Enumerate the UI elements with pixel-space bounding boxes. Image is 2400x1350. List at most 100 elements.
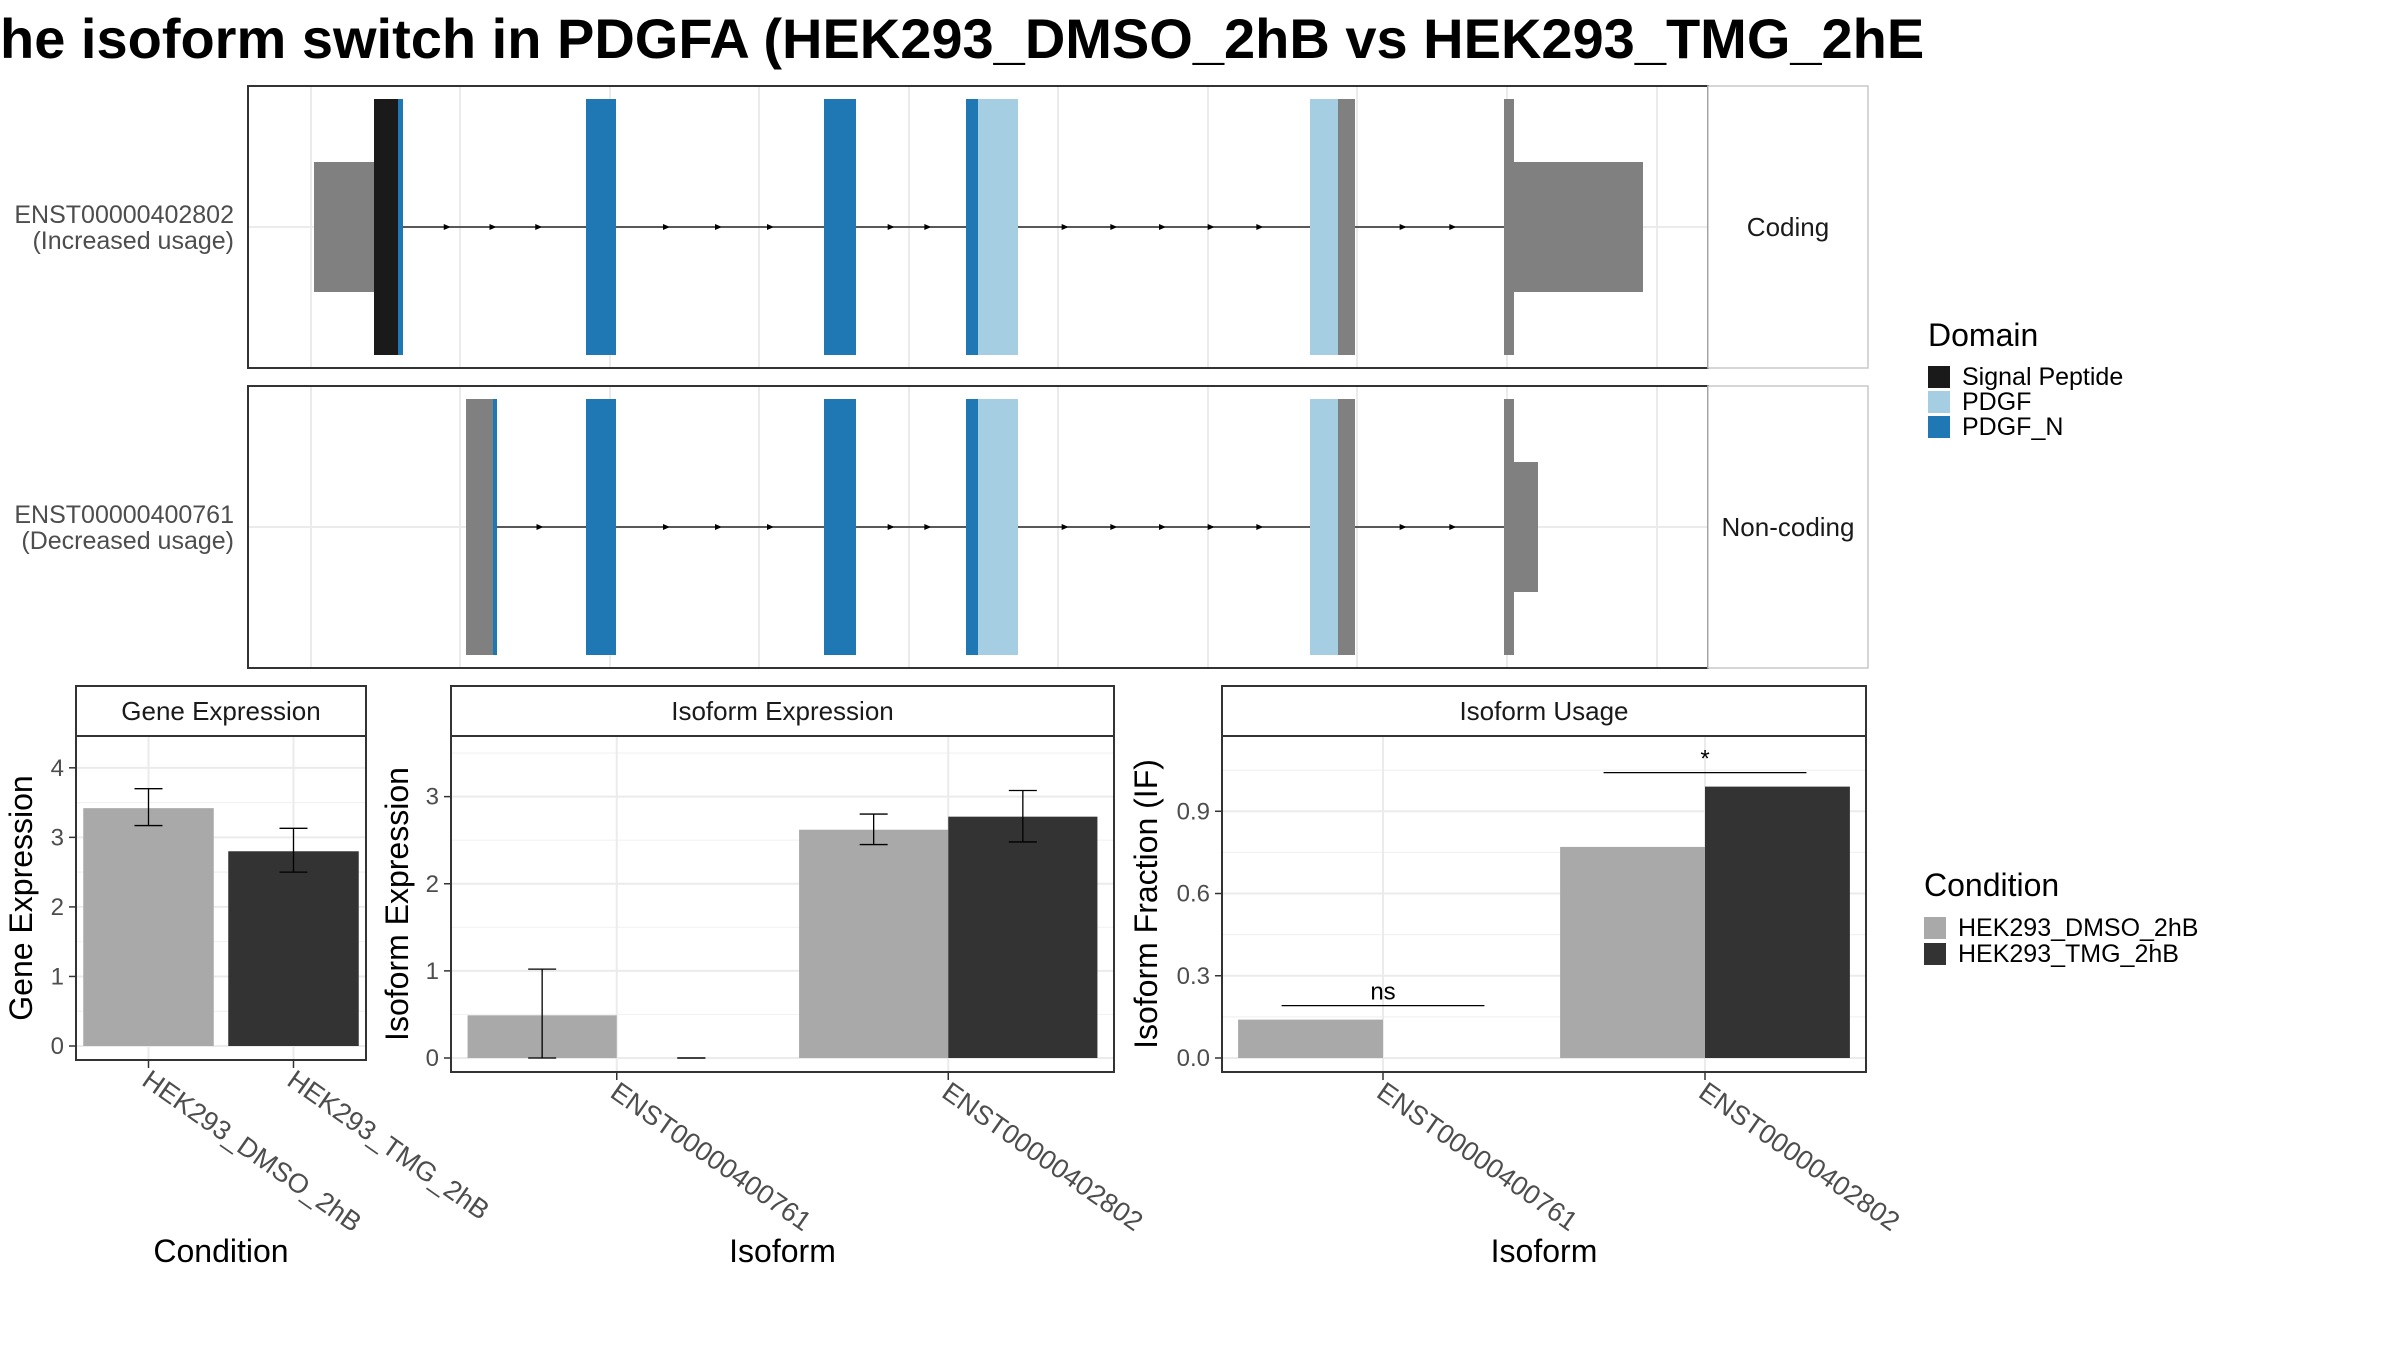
exon-pdgf-n [586, 399, 616, 655]
intron-arrow [1449, 524, 1457, 530]
intron-arrow [1256, 524, 1264, 530]
facet-strip [1707, 385, 1869, 669]
intron-arrow [1399, 224, 1407, 230]
intron-arrow [1399, 524, 1407, 530]
transcript-id-label: ENST00000400761 [14, 501, 234, 529]
y-tick-label: 1 [426, 958, 439, 985]
bar-HEK293_DMSO_2hB-ENST00000402802 [1560, 846, 1705, 1058]
legend-key-tmg [1924, 943, 1946, 965]
panel-strip [450, 685, 1115, 737]
exon-pdgf-n [966, 99, 978, 355]
y-axis-title: Isoform Fraction (IF) [1128, 759, 1164, 1049]
exon-pdgf-n [586, 99, 616, 355]
exon-pdgf-n [966, 399, 978, 655]
intron-arrow [767, 524, 774, 530]
intron-arrow [924, 524, 932, 530]
y-tick-label: 0.3 [1177, 963, 1210, 990]
y-tick-label: 3 [51, 824, 64, 851]
panel-strip [1221, 685, 1867, 737]
intron-arrow [1207, 224, 1215, 230]
intron-arrow [1256, 224, 1264, 230]
x-tick-label: ENST00000400761 [605, 1076, 816, 1237]
intron-arrow [443, 224, 451, 230]
legend-key-pdgf-n [1928, 416, 1950, 438]
intron-arrow [536, 524, 544, 530]
intron-arrow [715, 524, 722, 530]
exon-uncoded [1514, 462, 1538, 592]
transcript-panel-ENST00000402802: Coding ENST00000402802(Increased usage) [14, 85, 1869, 369]
exon-uncoded [1514, 162, 1643, 292]
isoform-usage-panel: 0.0 0.3 0.6 0.9 ns * Isoform Usage ENST00000400… [1128, 685, 1905, 1269]
transcript-panel-ENST00000400761: Non-coding ENST00000400761(Decreased usag… [14, 385, 1869, 669]
domain-legend-title: Domain [1928, 317, 2038, 353]
x-tick-label: ENST00000402802 [1694, 1076, 1905, 1237]
y-tick-label: 0.9 [1177, 798, 1210, 825]
legend-label-pdgf: PDGF [1962, 388, 2031, 416]
exon-pdgf [978, 399, 1018, 655]
intron-arrow [535, 224, 543, 230]
condition-legend-title: Condition [1924, 867, 2059, 903]
intron-arrow [663, 524, 670, 530]
bar-HEK293_DMSO_2hB-ENST00000402802 [799, 829, 949, 1058]
transcript-usage-label: (Decreased usage) [21, 527, 234, 555]
x-axis-title: Condition [153, 1233, 288, 1269]
y-tick-label: 0.0 [1177, 1045, 1210, 1072]
bar-HEK293_TMG_2hB-ENST00000402802 [948, 816, 1098, 1058]
y-tick-label: 0 [51, 1033, 64, 1060]
transcript-usage-label: (Increased usage) [32, 227, 234, 255]
legend-label-tmg: HEK293_TMG_2hB [1958, 940, 2179, 968]
bar-HEK293_DMSO_2hB [83, 808, 214, 1046]
condition-legend: Condition HEK293_DMSO_2hB HEK293_TMG_2hB [1924, 867, 2198, 968]
intron-arrow [715, 224, 722, 230]
transcript-id-label: ENST00000402802 [14, 201, 234, 229]
exon-pdgf [1310, 399, 1338, 655]
figure-title: he isoform switch in PDGFA (HEK293_DMSO_… [0, 7, 1924, 70]
exon-signal-peptide [374, 99, 398, 355]
isoform-expression-panel: 0 1 2 3 Isoform Expression ENST00000400761 ENS… [379, 685, 1148, 1269]
x-tick-label: ENST00000400761 [1372, 1076, 1583, 1237]
exon-pdgf [978, 99, 1018, 355]
y-tick-label: 1 [51, 963, 64, 990]
legend-label-dmso: HEK293_DMSO_2hB [1958, 914, 2198, 942]
intron-arrow [887, 224, 895, 230]
bar-HEK293_TMG_2hB [228, 851, 359, 1046]
exon-uncoded [1338, 99, 1355, 355]
x-tick-label: ENST00000402802 [937, 1076, 1148, 1237]
intron-arrow [887, 524, 895, 530]
exon-uncoded [314, 162, 374, 292]
y-axis-title: Isoform Expression [379, 767, 415, 1041]
exon-uncoded [1504, 399, 1514, 655]
exon-uncoded [466, 399, 493, 655]
exon-pdgf-n [398, 99, 403, 355]
intron-arrow [1207, 524, 1215, 530]
facet-label: Non-coding [1722, 512, 1855, 542]
panel-strip-title: Isoform Expression [671, 696, 894, 726]
y-tick-label: 3 [426, 784, 439, 811]
y-tick-label: 2 [426, 871, 439, 898]
y-tick-label: 2 [51, 894, 64, 921]
significance-label: * [1700, 746, 1709, 773]
significance-label: ns [1370, 979, 1395, 1006]
y-tick-label: 4 [51, 755, 64, 782]
intron-arrow [1110, 524, 1118, 530]
intron-arrow [1061, 224, 1069, 230]
legend-label-pdgf-n: PDGF_N [1962, 413, 2063, 441]
legend-key-pdgf [1928, 391, 1950, 413]
panel-strip [75, 685, 367, 737]
y-axis-title: Gene Expression [3, 775, 39, 1020]
intron-arrow [767, 224, 774, 230]
exon-pdgf [1310, 99, 1338, 355]
intron-arrow [1159, 524, 1166, 530]
intron-arrow [489, 224, 497, 230]
facet-strip [1707, 85, 1869, 369]
x-axis-title: Isoform [1491, 1233, 1598, 1269]
exon-pdgf-n [493, 399, 497, 655]
intron-arrow [1110, 224, 1118, 230]
intron-arrow [1159, 224, 1166, 230]
exon-pdgf-n [824, 99, 856, 355]
legend-key-signal-peptide [1928, 366, 1950, 388]
y-tick-label: 0.6 [1177, 881, 1210, 908]
transcript-structure-plot: Coding ENST00000402802(Increased usage) No… [14, 85, 1869, 669]
panel-strip-title: Isoform Usage [1459, 696, 1628, 726]
